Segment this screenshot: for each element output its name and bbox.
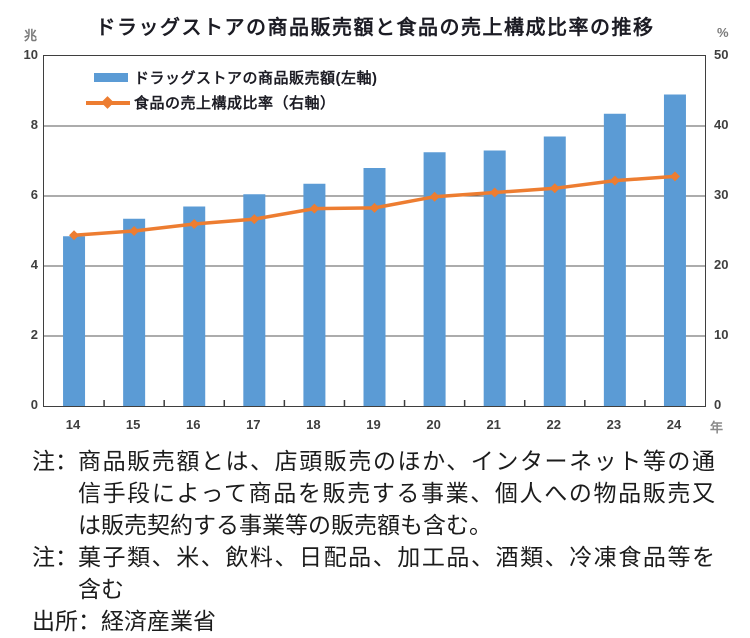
x-tick-label-20: 20 — [426, 417, 441, 432]
diamond-marker-icon — [101, 96, 114, 109]
legend-item-sales: ドラッグストアの商品販売額(左軸) — [86, 65, 378, 90]
note-line: 菓子類、米、飲料、日配品、加工品、酒類、冷凍食品等を — [78, 545, 715, 570]
note-text: 経済産業省 — [101, 606, 715, 638]
note-row-1: 注： 菓子類、米、飲料、日配品、加工品、酒類、冷凍食品等を 含む — [32, 542, 715, 606]
x-tick-label-23: 23 — [606, 417, 622, 432]
bar-14 — [63, 236, 86, 406]
x-tick-label-15: 15 — [125, 417, 141, 432]
plot-area: ドラッグストアの商品販売額(左軸) 食品の売上構成比率（右軸） — [43, 55, 706, 407]
y-left-tick-0: 0 — [30, 397, 38, 412]
marker-19 — [369, 202, 380, 213]
y-left-tick-4: 4 — [30, 257, 38, 272]
x-tick-label-24: 24 — [666, 417, 682, 432]
bar-16 — [183, 206, 206, 406]
y-left-tick-8: 8 — [30, 117, 38, 132]
note-text: 商品販売額とは、店頭販売のほか、インターネット等の通 信手段によって商品を販売する… — [78, 446, 715, 542]
x-tick-label-17: 17 — [246, 417, 261, 432]
y-right-tick-0: 0 — [714, 397, 722, 412]
bar-21 — [483, 150, 506, 406]
x-tick-label-18: 18 — [306, 417, 321, 432]
marker-23 — [609, 175, 620, 186]
y-left-tick-6: 6 — [30, 187, 38, 202]
notes-block: 注： 商品販売額とは、店頭販売のほか、インターネット等の通 信手段によって商品を販売… — [0, 444, 750, 638]
x-axis-suffix: 年 — [710, 420, 724, 435]
marker-16 — [189, 219, 200, 229]
marker-21 — [489, 187, 500, 198]
marker-22 — [549, 183, 560, 194]
marker-20 — [429, 191, 440, 202]
chart-canvas — [44, 94, 705, 406]
note-row-0: 注： 商品販売額とは、店頭販売のほか、インターネット等の通 信手段によって商品を販売… — [32, 446, 715, 542]
note-label: 出所： — [32, 609, 101, 634]
marker-24 — [669, 171, 680, 182]
marker-15 — [129, 226, 140, 236]
y-right-tick-20: 20 — [714, 257, 729, 272]
bar-18 — [303, 183, 326, 406]
legend-label-ratio: 食品の売上構成比率（右軸） — [134, 95, 336, 112]
y-right-tick-50: 50 — [714, 47, 729, 62]
marker-14 — [69, 230, 80, 241]
note-label: 注： — [32, 545, 78, 570]
legend-item-ratio: 食品の売上構成比率（右軸） — [86, 90, 378, 115]
note-line: 含む — [78, 577, 124, 602]
note-row-2: 出所： 経済産業省 — [32, 606, 715, 638]
bar-series-swatch-icon — [94, 73, 128, 82]
bar-20 — [423, 152, 446, 406]
bar-19 — [363, 168, 386, 406]
y-right-tick-40: 40 — [714, 117, 729, 132]
x-tick-label-21: 21 — [486, 417, 501, 432]
x-tick-label-22: 22 — [546, 417, 561, 432]
legend-label-sales: ドラッグストアの商品販売額(左軸) — [134, 70, 378, 87]
bar-22 — [543, 136, 566, 406]
right-axis-unit: % — [717, 25, 729, 40]
bar-15 — [123, 218, 146, 406]
y-right-tick-10: 10 — [714, 327, 729, 342]
x-tick-label-14: 14 — [65, 417, 81, 432]
marker-17 — [249, 214, 260, 225]
y-right-tick-30: 30 — [714, 187, 729, 202]
bar-23 — [603, 113, 626, 406]
chart-title: ドラッグストアの商品販売額と食品の売上構成比率の推移 — [95, 17, 655, 39]
bar-17 — [243, 194, 266, 406]
y-left-tick-2: 2 — [30, 327, 38, 342]
x-tick-label-19: 19 — [366, 417, 381, 432]
note-text: 菓子類、米、飲料、日配品、加工品、酒類、冷凍食品等を 含む — [78, 542, 715, 606]
note-label: 注： — [32, 449, 78, 474]
note-line: 経済産業省 — [101, 609, 216, 634]
x-tick-label-16: 16 — [185, 417, 201, 432]
left-axis-unit: 兆 — [24, 28, 38, 43]
note-line: は販売契約する事業等の販売額も含む。 — [78, 513, 492, 538]
marker-18 — [309, 203, 320, 214]
note-line: 商品販売額とは、店頭販売のほか、インターネット等の通 — [78, 449, 715, 474]
legend: ドラッグストアの商品販売額(左軸) 食品の売上構成比率（右軸） — [86, 65, 378, 115]
bar-24 — [663, 94, 686, 406]
y-left-tick-10: 10 — [23, 47, 38, 62]
note-line: 信手段によって商品を販売する事業、個人への物品販売又 — [78, 481, 715, 506]
